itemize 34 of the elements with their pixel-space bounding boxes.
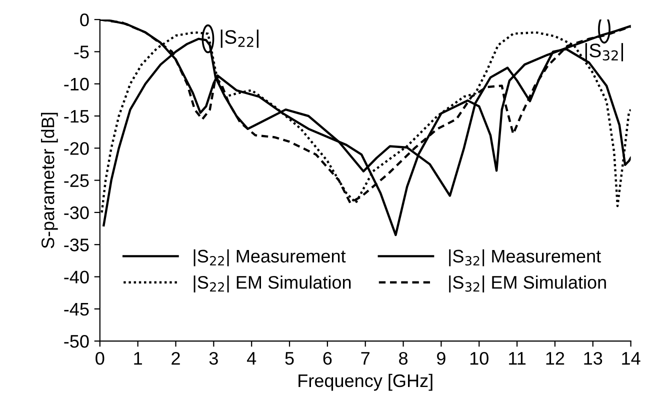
legend-label: |S$_{32}$| Measurement <box>449 249 601 266</box>
annotation: |S$_{22}$| <box>220 30 258 48</box>
y-tick-label: -30 <box>64 206 89 220</box>
legend-label: |S$_{22}$| EM Simulation <box>194 276 351 292</box>
y-tick-label: -35 <box>64 238 89 252</box>
x-axis-title: Frequency [GHz] <box>298 374 432 391</box>
legend-label: |S$_{22}$| Measurement <box>194 249 346 266</box>
y-tick-label: -45 <box>64 303 89 316</box>
y-tick-label: -15 <box>64 110 89 123</box>
x-tick-label: 2 <box>172 352 180 365</box>
x-tick-label: 4 <box>246 352 256 365</box>
x-tick-label: 3 <box>209 352 218 365</box>
y-tick-label: -20 <box>64 142 89 155</box>
y-tick-label: 0 <box>80 13 89 26</box>
y-tick-label: -50 <box>64 335 89 348</box>
x-tick-label: 1 <box>134 352 142 365</box>
x-tick-label: 7 <box>361 352 370 365</box>
y-tick-label: -5 <box>74 46 89 58</box>
y-tick-label: -10 <box>64 78 89 91</box>
y-axis-title: S-parameter [dB] <box>41 112 58 248</box>
x-tick-label: 13 <box>584 352 602 365</box>
x-tick-label: 5 <box>285 352 294 365</box>
annotation: |S$_{32}$| <box>585 43 624 62</box>
x-tick-label: 10 <box>470 352 488 365</box>
legend-label: |S$_{32}$| EM Simulation <box>449 276 606 292</box>
x-tick-label: 11 <box>509 352 526 365</box>
x-tick-label: 6 <box>323 352 332 365</box>
y-tick-label: -40 <box>64 270 89 284</box>
x-tick-label: 8 <box>399 352 408 365</box>
x-tick-label: 0 <box>96 352 104 365</box>
y-tick-label: -25 <box>64 174 89 188</box>
x-tick-label: 14 <box>622 352 640 365</box>
x-tick-label: 12 <box>546 352 564 365</box>
x-tick-label: 9 <box>437 352 446 365</box>
